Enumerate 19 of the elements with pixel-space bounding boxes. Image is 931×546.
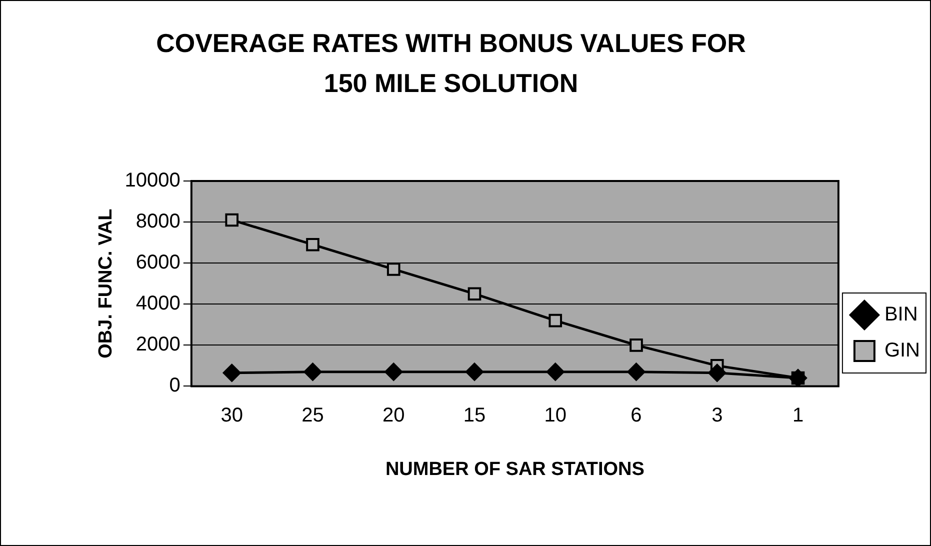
- x-tick-label: 1: [792, 404, 804, 427]
- x-tick-label: 6: [630, 404, 642, 427]
- x-tick-label: 15: [463, 404, 486, 427]
- x-tick-label: 25: [302, 404, 324, 427]
- y-tick-label: 0: [169, 374, 180, 397]
- y-tick-label: 4000: [136, 292, 180, 315]
- x-tick-label: 10: [544, 404, 566, 427]
- x-axis-title: NUMBER OF SAR STATIONS: [385, 458, 644, 480]
- legend-label: GIN: [884, 340, 920, 362]
- x-tick-label: 3: [712, 404, 723, 427]
- x-tick-label: 30: [220, 404, 243, 427]
- y-tick-label: 6000: [136, 252, 180, 274]
- y-tick-label: 2000: [136, 334, 180, 356]
- x-tick-label: 20: [382, 404, 405, 427]
- legend-label: BIN: [884, 304, 918, 326]
- y-tick-label: 10000: [124, 170, 180, 192]
- y-axis-title: OBJ. FUNC. VAL: [96, 208, 117, 358]
- y-tick-label: 8000: [136, 210, 180, 233]
- chart-title: COVERAGE RATES WITH BONUS VALUES FOR 150 MILE SOLUTION: [155, 27, 747, 100]
